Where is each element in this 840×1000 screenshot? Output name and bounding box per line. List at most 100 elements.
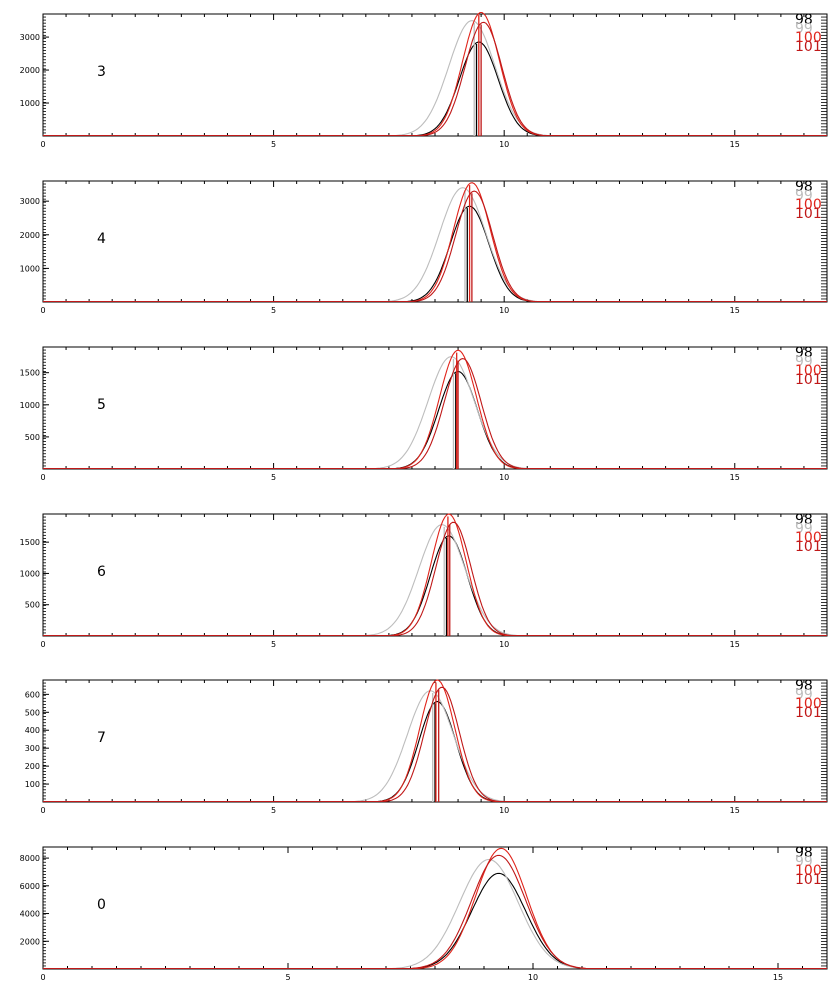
legend-entry: 101 xyxy=(795,372,822,388)
x-tick-label: 10 xyxy=(528,973,538,982)
y-tick-label: 1000 xyxy=(20,569,40,578)
series-line-99 xyxy=(43,20,827,137)
x-tick-label: 0 xyxy=(40,306,45,315)
y-tick-label: 3000 xyxy=(20,33,40,42)
y-tick-label: 1000 xyxy=(20,401,40,410)
y-tick-label: 600 xyxy=(25,690,40,699)
legend-entry: 99 xyxy=(795,188,813,204)
series-line-101 xyxy=(43,358,827,470)
legend-entry: 100 xyxy=(795,696,822,712)
x-tick-label: 5 xyxy=(271,806,276,815)
x-tick-label: 5 xyxy=(271,640,276,649)
x-tick-label: 15 xyxy=(730,140,740,149)
x-tick-label: 10 xyxy=(499,640,509,649)
legend-entry: 98 xyxy=(795,678,813,694)
series-line-101 xyxy=(43,854,827,970)
series-line-100 xyxy=(43,847,827,970)
x-tick-label: 0 xyxy=(40,806,45,815)
x-tick-label: 5 xyxy=(271,140,276,149)
x-tick-label: 0 xyxy=(40,473,45,482)
legend-entry: 98 xyxy=(795,512,813,528)
legend-entry: 100 xyxy=(795,863,822,879)
plot-frame xyxy=(42,346,828,470)
y-tick-label: 1500 xyxy=(20,369,40,378)
y-tick-label: 300 xyxy=(25,744,40,753)
y-tick-label: 200 xyxy=(25,762,40,771)
y-tick-label: 2000 xyxy=(20,66,40,75)
series-line-101 xyxy=(43,21,827,137)
series-line-99 xyxy=(43,187,827,303)
legend-entry: 101 xyxy=(795,539,822,555)
legend-entry: 100 xyxy=(795,530,822,546)
legend-entry: 101 xyxy=(795,705,822,721)
y-tick-label: 2000 xyxy=(20,937,40,946)
plot-frame xyxy=(42,513,828,637)
series-line-100 xyxy=(43,349,827,470)
y-tick-label: 100 xyxy=(25,780,40,789)
series-line-101 xyxy=(43,190,827,303)
legend-entry: 99 xyxy=(795,521,813,537)
panel-label: 5 xyxy=(97,397,106,413)
legend-entry: 99 xyxy=(795,854,813,870)
x-tick-label: 15 xyxy=(730,473,740,482)
y-tick-label: 400 xyxy=(25,726,40,735)
x-tick-label: 15 xyxy=(730,806,740,815)
legend-entry: 99 xyxy=(795,687,813,703)
y-tick-label: 1000 xyxy=(20,264,40,273)
series-line-99 xyxy=(43,858,827,970)
x-tick-label: 10 xyxy=(499,140,509,149)
legend-entry: 101 xyxy=(795,39,822,55)
legend-entry: 99 xyxy=(795,21,813,37)
legend-entry: 100 xyxy=(795,197,822,213)
series-line-98 xyxy=(43,535,827,637)
y-tick-label: 6000 xyxy=(20,882,40,891)
panel-label: 3 xyxy=(97,64,106,80)
y-tick-label: 2000 xyxy=(20,231,40,240)
y-tick-label: 500 xyxy=(25,708,40,717)
x-tick-label: 5 xyxy=(271,306,276,315)
series-line-99 xyxy=(43,524,827,637)
series-line-100 xyxy=(43,182,827,303)
y-tick-label: 4000 xyxy=(20,910,40,919)
panel-label: 6 xyxy=(97,564,106,580)
x-tick-label: 0 xyxy=(40,973,45,982)
series-line-98 xyxy=(43,205,827,303)
series-line-98 xyxy=(43,872,827,970)
legend-entry: 101 xyxy=(795,206,822,222)
panel-label: 4 xyxy=(97,231,106,247)
plot-frame xyxy=(42,846,828,970)
plot-frame xyxy=(42,13,828,137)
legend-entry: 98 xyxy=(795,12,813,28)
x-tick-label: 15 xyxy=(773,973,783,982)
series-line-100 xyxy=(43,513,827,637)
y-tick-label: 1500 xyxy=(20,538,40,547)
y-tick-label: 3000 xyxy=(20,197,40,206)
x-tick-label: 5 xyxy=(285,973,290,982)
legend-entry: 99 xyxy=(795,354,813,370)
series-line-98 xyxy=(43,370,827,470)
x-tick-label: 10 xyxy=(499,473,509,482)
plot-frame xyxy=(42,180,828,303)
y-tick-label: 500 xyxy=(25,601,40,610)
series-line-100 xyxy=(43,11,827,137)
panel-label: 0 xyxy=(97,897,106,913)
legend-entry: 98 xyxy=(795,845,813,861)
y-tick-label: 8000 xyxy=(20,854,40,863)
x-tick-label: 10 xyxy=(499,306,509,315)
legend-entry: 100 xyxy=(795,30,822,46)
y-tick-label: 500 xyxy=(25,433,40,442)
panel-label: 7 xyxy=(97,730,106,746)
x-tick-label: 5 xyxy=(271,473,276,482)
x-tick-label: 0 xyxy=(40,140,45,149)
x-tick-label: 15 xyxy=(730,306,740,315)
series-line-101 xyxy=(43,686,827,803)
series-line-101 xyxy=(43,521,827,637)
x-tick-label: 0 xyxy=(40,640,45,649)
legend-entry: 98 xyxy=(795,345,813,361)
